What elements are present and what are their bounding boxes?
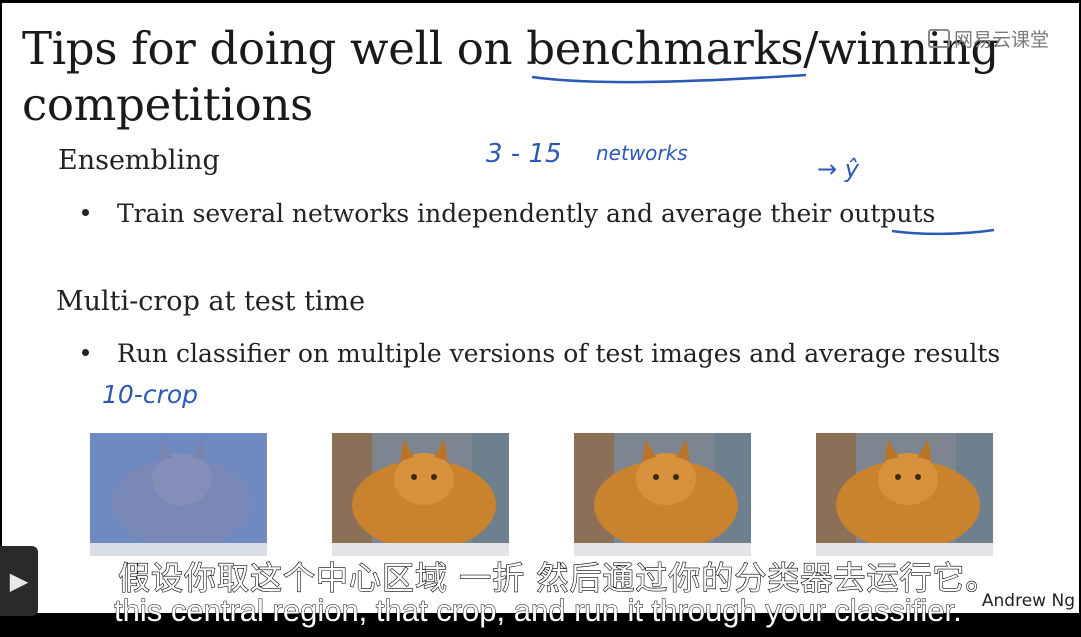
bullet-dot (82, 209, 89, 216)
chinese-subtitle: 假设你取这个中心区域 一折 然后通过你的分类器去运行它。 (117, 558, 999, 597)
slide-title: Tips for doing well on benchmarks/winnin… (22, 21, 999, 133)
y-hat-note: → ŷ (817, 155, 859, 183)
play-icon: ▶ (9, 567, 29, 595)
logo-text: 网易云课堂 (953, 29, 1049, 51)
networks-note: networks (596, 141, 688, 165)
netease-logo: 网易云课堂 (927, 25, 1049, 52)
cat-image-1-highlighted (90, 433, 267, 556)
cat-picture (816, 433, 993, 556)
cat-image-4 (816, 433, 993, 556)
benchmarks-underline (531, 73, 807, 84)
lecture-slide: Tips for doing well on benchmarks/winnin… (2, 3, 1079, 613)
cat-picture (332, 433, 509, 556)
side-play-button[interactable]: ▶ (0, 546, 38, 616)
ensembling-bullet: Train several networks independently and… (82, 199, 935, 228)
title-line-1: Tips for doing well on benchmarks/winnin… (22, 22, 1000, 75)
title-line-2: competitions (22, 78, 313, 131)
english-subtitle: this central region, that crop, and run … (114, 593, 963, 629)
cat-picture (90, 433, 267, 556)
cat-picture (574, 433, 751, 556)
networks-range-note: 3 - 15 (486, 139, 562, 169)
ensembling-heading: Ensembling (58, 145, 220, 176)
cat-image-3 (574, 433, 751, 556)
outputs-underline (891, 228, 995, 236)
cat-image-2 (332, 433, 509, 556)
multicrop-bullet-text: Run classifier on multiple versions of t… (117, 339, 1001, 368)
ten-crop-note: 10-crop (102, 380, 199, 409)
multicrop-bullet: Run classifier on multiple versions of t… (82, 339, 1000, 368)
ensembling-bullet-text: Train several networks independently and… (117, 199, 936, 228)
logo-icon (927, 29, 950, 48)
author-credit: Andrew Ng (981, 591, 1075, 611)
multicrop-heading: Multi-crop at test time (56, 286, 366, 317)
bullet-dot (82, 349, 89, 356)
